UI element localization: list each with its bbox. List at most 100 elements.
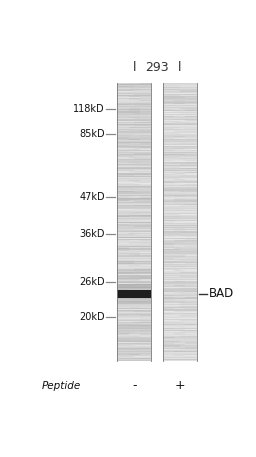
Bar (185, 299, 197, 300)
Bar (180, 193, 197, 194)
Bar (117, 177, 151, 178)
Bar (174, 324, 185, 325)
Bar (163, 343, 174, 344)
Bar (163, 320, 180, 321)
Bar (117, 305, 134, 306)
Bar (129, 121, 140, 122)
Bar (117, 293, 151, 294)
Bar (140, 289, 151, 290)
Bar (174, 268, 185, 269)
Bar (117, 88, 129, 89)
Bar (163, 142, 197, 143)
Bar (129, 325, 140, 326)
Bar (117, 348, 151, 349)
Bar (117, 285, 134, 286)
Bar (117, 340, 129, 341)
Bar (185, 99, 197, 100)
Bar (180, 155, 197, 156)
Bar (163, 232, 180, 233)
Bar (180, 350, 197, 351)
Bar (180, 146, 197, 147)
Bar (163, 319, 197, 320)
Bar (174, 182, 185, 183)
Bar (117, 320, 151, 321)
Bar (163, 284, 197, 285)
Bar (163, 211, 197, 212)
Bar (174, 257, 185, 258)
Bar (174, 230, 185, 231)
Bar (129, 171, 140, 172)
Bar (134, 282, 151, 283)
Bar (140, 276, 151, 277)
Text: 118kD: 118kD (73, 104, 105, 114)
Bar (117, 275, 151, 276)
Bar (163, 224, 174, 225)
Bar (117, 143, 129, 144)
Bar (163, 254, 197, 255)
Bar (117, 120, 134, 121)
Bar (163, 125, 180, 126)
Bar (117, 210, 134, 211)
Bar (163, 238, 174, 239)
Bar (117, 185, 134, 186)
Bar (117, 272, 134, 273)
Bar (163, 185, 180, 186)
Bar (117, 147, 129, 148)
Bar (134, 170, 151, 171)
Bar (117, 297, 129, 298)
Bar (117, 307, 129, 308)
Bar (117, 220, 129, 221)
Bar (117, 179, 151, 181)
Bar (163, 116, 174, 117)
Bar (134, 172, 151, 173)
Bar (129, 202, 140, 203)
Bar (163, 282, 197, 283)
Bar (163, 265, 197, 266)
Bar (163, 161, 197, 162)
Bar (185, 228, 197, 229)
Bar (134, 263, 151, 264)
Bar (129, 289, 140, 290)
Bar (180, 271, 197, 272)
Bar (180, 314, 197, 316)
Bar (117, 328, 151, 329)
Bar (117, 247, 129, 248)
Bar (117, 263, 134, 264)
Bar (129, 294, 140, 295)
Bar (174, 311, 185, 312)
Bar (185, 239, 197, 240)
Bar (117, 353, 151, 354)
Bar (140, 96, 151, 97)
Bar (163, 157, 180, 158)
Bar (134, 255, 151, 256)
Bar (117, 146, 151, 147)
Bar (174, 203, 185, 204)
Bar (129, 316, 140, 318)
Bar (163, 203, 174, 204)
Bar (140, 114, 151, 116)
Bar (134, 91, 151, 92)
Bar (185, 300, 197, 301)
Bar (163, 303, 180, 304)
Bar (129, 276, 140, 277)
Bar (140, 104, 151, 105)
Bar (140, 147, 151, 148)
Bar (174, 111, 185, 112)
Bar (185, 199, 197, 200)
Bar (117, 337, 151, 338)
Bar (129, 321, 140, 322)
Bar (134, 191, 151, 192)
Bar (134, 272, 151, 273)
Bar (134, 139, 151, 140)
Bar (117, 154, 134, 155)
Bar (140, 151, 151, 152)
Bar (163, 291, 180, 292)
Bar (180, 323, 197, 324)
Bar (163, 121, 180, 122)
Bar (163, 156, 197, 157)
Bar (174, 313, 185, 314)
Bar (163, 242, 180, 243)
Bar (163, 336, 180, 337)
Bar (134, 234, 151, 235)
Bar (134, 205, 151, 206)
